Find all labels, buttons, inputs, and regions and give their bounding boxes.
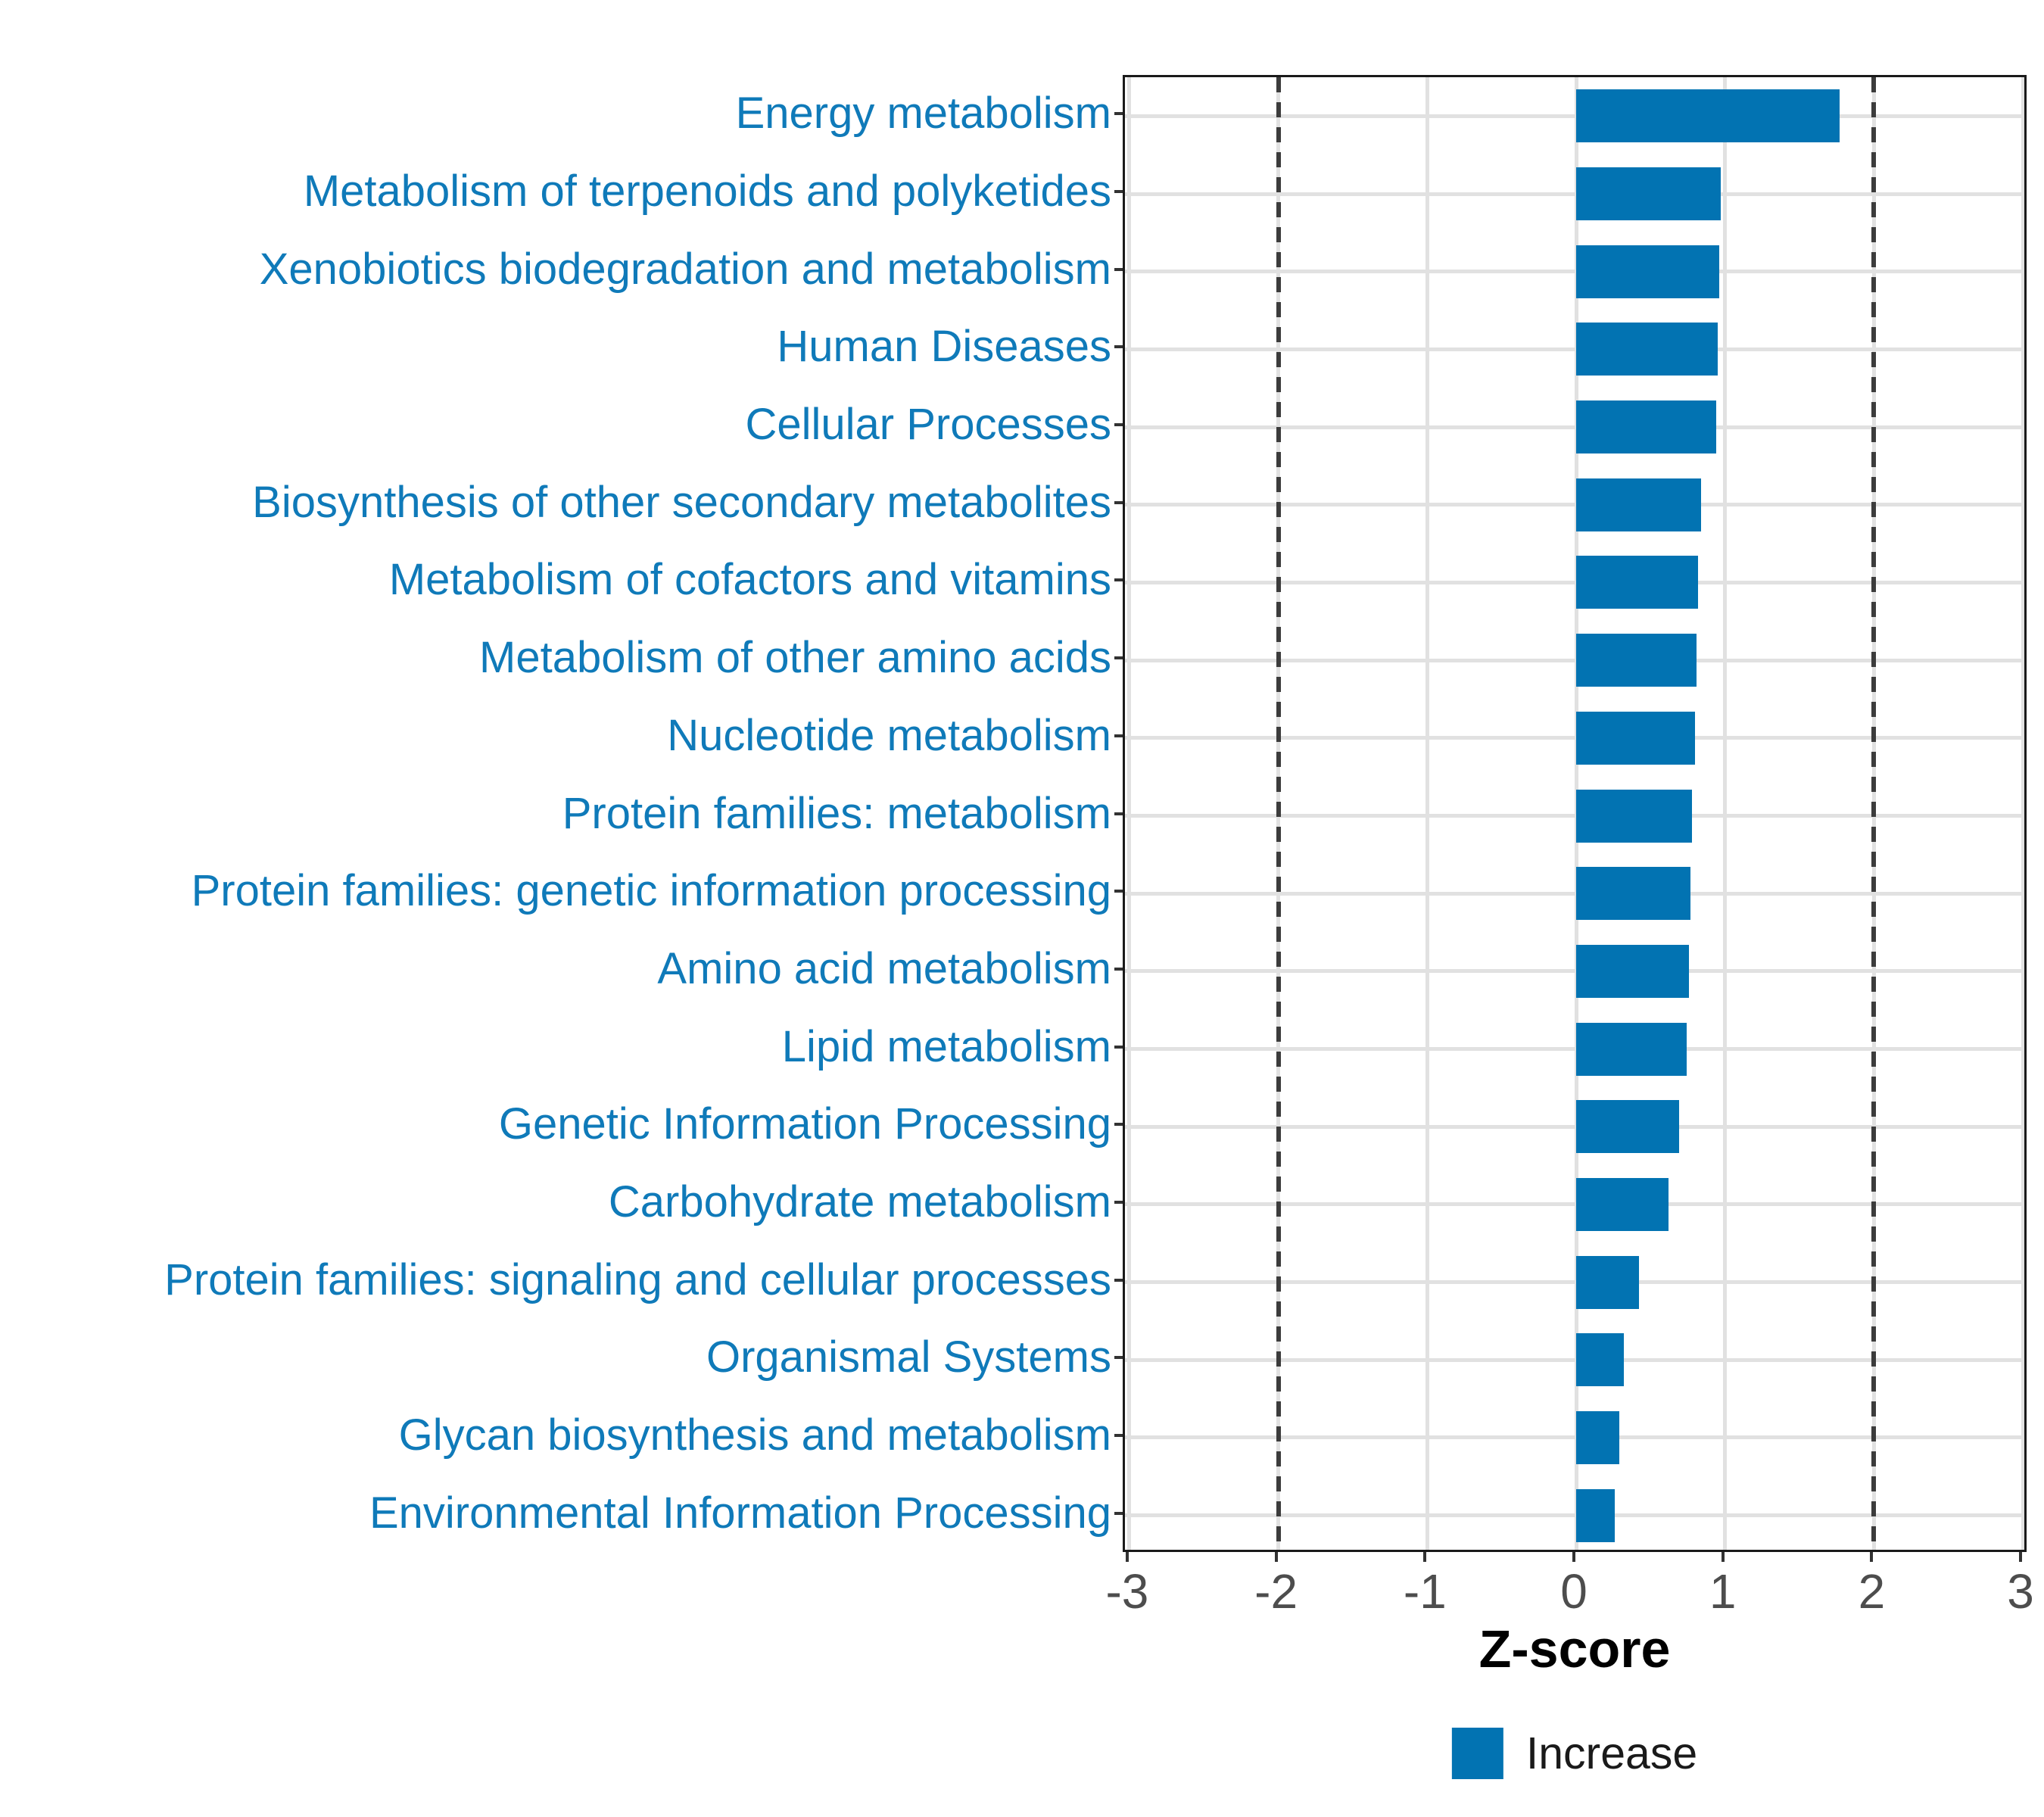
x-tick-label: -3 [1105, 1564, 1149, 1619]
legend: Increase [1451, 1728, 1698, 1779]
x-tick [2019, 1552, 2023, 1562]
x-tick [1870, 1552, 1874, 1562]
y-axis-label: Carbohydrate metabolism [608, 1177, 1111, 1226]
y-tick [1114, 112, 1123, 116]
y-axis-label: Amino acid metabolism [657, 943, 1111, 993]
x-tick-label: 2 [1858, 1564, 1886, 1619]
x-tick [1274, 1552, 1278, 1562]
y-axis-label: Cellular Processes [745, 400, 1111, 450]
bar [1576, 711, 1696, 765]
y-tick [1114, 1200, 1123, 1204]
y-tick [1114, 1356, 1123, 1360]
x-tick-label: -2 [1254, 1564, 1298, 1619]
y-tick [1114, 1433, 1123, 1437]
v-gridline [2021, 77, 2024, 1550]
y-tick [1114, 734, 1123, 737]
bar [1576, 1488, 1616, 1542]
y-axis-label: Metabolism of terpenoids and polyketides [303, 167, 1111, 217]
y-axis-label: Protein families: metabolism [562, 788, 1111, 838]
y-tick [1114, 812, 1123, 815]
y-axis-label: Xenobiotics biodegradation and metabolis… [259, 244, 1111, 294]
bar [1576, 89, 1840, 143]
y-tick [1114, 423, 1123, 427]
y-axis-label: Nucleotide metabolism [667, 710, 1111, 760]
bar [1576, 1177, 1669, 1231]
bar [1576, 1255, 1639, 1309]
bar [1576, 867, 1691, 921]
x-tick-label: 3 [2007, 1564, 2034, 1619]
y-tick [1114, 500, 1123, 504]
y-axis-label: Biosynthesis of other secondary metaboli… [252, 477, 1111, 527]
bar [1576, 245, 1719, 298]
y-axis-label: Organismal Systems [706, 1332, 1111, 1382]
bar [1576, 1022, 1687, 1076]
y-tick [1114, 345, 1123, 349]
y-tick [1114, 656, 1123, 660]
x-tick [1572, 1552, 1575, 1562]
y-tick [1114, 1045, 1123, 1049]
plot-panel [1123, 75, 2027, 1552]
y-axis-label: Lipid metabolism [781, 1021, 1111, 1071]
y-axis-label: Genetic Information Processing [498, 1099, 1111, 1149]
x-tick-label: 1 [1709, 1564, 1737, 1619]
y-axis-label: Metabolism of cofactors and vitamins [388, 555, 1111, 605]
bar [1576, 323, 1718, 376]
legend-color-swatch [1451, 1728, 1503, 1779]
y-axis-label: Human Diseases [777, 322, 1111, 372]
reference-dashed-line [1871, 77, 1877, 1550]
bar [1576, 1333, 1624, 1387]
y-axis-label: Protein families: genetic information pr… [191, 866, 1111, 916]
bar [1576, 167, 1721, 221]
legend-label: Increase [1525, 1728, 1698, 1778]
x-tick-label: -1 [1403, 1564, 1447, 1619]
bar [1576, 944, 1690, 998]
x-tick [1721, 1552, 1725, 1562]
x-tick-label: 0 [1560, 1564, 1588, 1619]
y-tick [1114, 267, 1123, 271]
bar [1576, 556, 1699, 609]
y-axis-label: Protein families: signaling and cellular… [164, 1254, 1111, 1304]
y-tick [1114, 1278, 1123, 1282]
v-gridline [1723, 77, 1728, 1550]
v-gridline [1127, 77, 1132, 1550]
y-axis-label: Metabolism of other amino acids [479, 633, 1111, 683]
y-axis-label: Glycan biosynthesis and metabolism [398, 1410, 1111, 1460]
bar [1576, 634, 1697, 687]
y-tick [1114, 890, 1123, 893]
bar [1576, 1100, 1679, 1154]
v-gridline [1425, 77, 1429, 1550]
y-axis-label: Energy metabolism [735, 89, 1111, 139]
reference-dashed-line [1276, 77, 1281, 1550]
y-tick [1114, 1123, 1123, 1127]
y-tick [1114, 1511, 1123, 1515]
x-tick [1125, 1552, 1129, 1562]
x-axis-title: Z-score [1478, 1619, 1671, 1678]
bar [1576, 789, 1693, 843]
bar [1576, 1410, 1620, 1464]
y-tick [1114, 578, 1123, 582]
bar [1576, 478, 1702, 531]
y-tick [1114, 190, 1123, 194]
x-tick [1423, 1552, 1427, 1562]
bar [1576, 400, 1716, 454]
plot-panel-inner [1125, 77, 2024, 1550]
y-axis-label: Environmental Information Processing [369, 1488, 1111, 1538]
y-tick [1114, 967, 1123, 971]
